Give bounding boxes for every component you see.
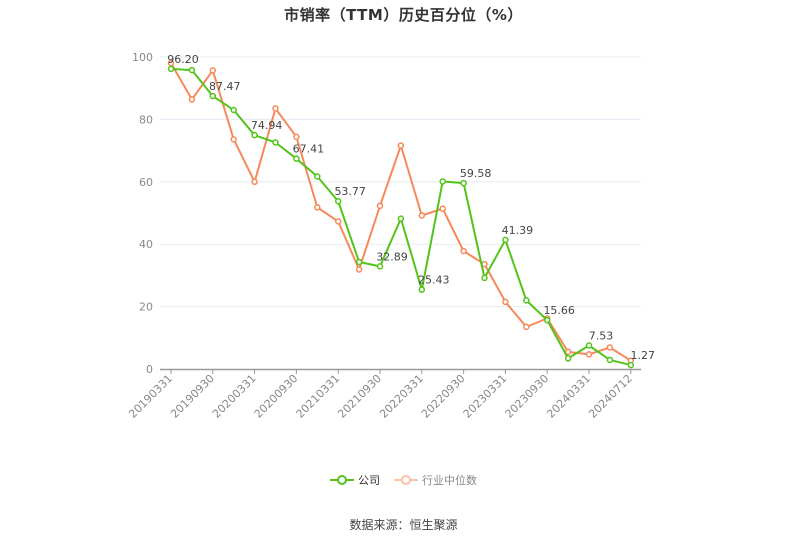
data-point[interactable] [188, 96, 196, 103]
data-point[interactable] [251, 178, 258, 186]
x-tick-label: 20210930 [335, 372, 384, 421]
data-point[interactable] [460, 179, 467, 187]
data-label: 41.39 [502, 224, 534, 237]
x-tick-label: 20190930 [168, 372, 217, 421]
y-tick-label: 0 [146, 363, 153, 376]
data-point[interactable] [627, 361, 635, 369]
data-point[interactable] [439, 205, 446, 212]
x-tick-label: 20190331 [126, 372, 175, 421]
data-point[interactable] [523, 297, 530, 304]
y-tick-label: 40 [139, 238, 153, 251]
data-label: 1.27 [631, 349, 656, 362]
data-point[interactable] [606, 356, 614, 364]
data-point[interactable] [481, 274, 488, 282]
data-point[interactable] [334, 218, 342, 225]
data-point[interactable] [355, 266, 363, 273]
data-point[interactable] [314, 173, 321, 180]
data-label: 53.77 [334, 185, 366, 198]
data-point[interactable] [314, 204, 321, 211]
data-label: 59.58 [460, 167, 492, 180]
data-point[interactable] [334, 197, 342, 205]
data-point[interactable] [502, 298, 509, 306]
data-source: 数据来源：恒生聚源 [349, 518, 458, 532]
y-axis-labels: 0 20 40 60 80 100 [132, 51, 153, 376]
data-point[interactable] [355, 258, 363, 266]
data-point[interactable] [167, 65, 175, 73]
data-point[interactable] [293, 155, 300, 162]
data-point[interactable] [376, 202, 384, 210]
series-lines [167, 59, 635, 369]
data-label: 87.47 [209, 80, 241, 93]
x-tick-label: 20210331 [294, 372, 343, 421]
data-label: 96.20 [167, 53, 199, 66]
data-point[interactable] [585, 351, 593, 358]
y-tick-label: 100 [132, 51, 153, 64]
grid-lines [160, 56, 641, 308]
orange-line-circle-icon [394, 475, 418, 485]
legend-item-industry-median[interactable]: 行业中位数 [394, 472, 477, 488]
data-point[interactable] [209, 67, 217, 74]
x-tick-label: 20240712 [586, 372, 635, 421]
data-point[interactable] [439, 178, 446, 185]
x-tick-label: 20200331 [210, 372, 259, 421]
data-point[interactable] [523, 323, 530, 331]
x-tick-label: 20220930 [419, 372, 468, 421]
data-point[interactable] [293, 133, 300, 141]
data-label: 74.94 [251, 119, 283, 132]
legend-item-company[interactable]: 公司 [330, 472, 380, 488]
data-label: 25.43 [418, 274, 450, 287]
data-point[interactable] [251, 131, 258, 139]
data-label: 32.89 [376, 250, 408, 263]
data-label: 67.41 [293, 143, 325, 156]
data-point[interactable] [502, 236, 509, 244]
green-line-circle-icon [330, 475, 354, 485]
data-labels: 96.20 87.47 74.94 67.41 53.77 32.89 25.43 59.58… [167, 53, 655, 362]
legend-label-company: 公司 [358, 474, 380, 487]
data-point[interactable] [418, 286, 426, 293]
data-point[interactable] [209, 92, 217, 100]
data-point[interactable] [376, 263, 384, 270]
data-point[interactable] [606, 344, 614, 351]
x-tick-label: 20200930 [252, 372, 301, 421]
data-point[interactable] [418, 212, 426, 219]
x-tick-label: 20230331 [461, 372, 510, 421]
legend: 公司 行业中位数 [0, 472, 807, 488]
data-point[interactable] [397, 215, 405, 222]
data-point[interactable] [188, 66, 196, 74]
data-point[interactable] [272, 139, 279, 146]
data-point[interactable] [543, 316, 551, 324]
x-axis: 2019033120190930202003312020093020210331… [126, 368, 641, 421]
data-point[interactable] [564, 355, 572, 362]
x-tick-label: 20240331 [544, 372, 593, 421]
data-label: 15.66 [543, 304, 575, 317]
data-point[interactable] [460, 247, 467, 255]
data-label: 7.53 [589, 330, 614, 343]
legend-label-industry-median: 行业中位数 [422, 474, 477, 487]
x-tick-label: 20220331 [377, 372, 426, 421]
data-point[interactable] [585, 342, 593, 349]
data-point[interactable] [272, 105, 279, 112]
data-point[interactable] [397, 142, 405, 149]
y-tick-label: 20 [139, 301, 153, 314]
y-tick-label: 60 [139, 176, 153, 189]
data-point[interactable] [230, 106, 237, 114]
y-tick-label: 80 [139, 113, 153, 126]
x-tick-label: 20230930 [503, 372, 552, 421]
chart-title: 市销率（TTM）历史百分位（%） [284, 6, 523, 24]
data-point[interactable] [230, 136, 237, 143]
